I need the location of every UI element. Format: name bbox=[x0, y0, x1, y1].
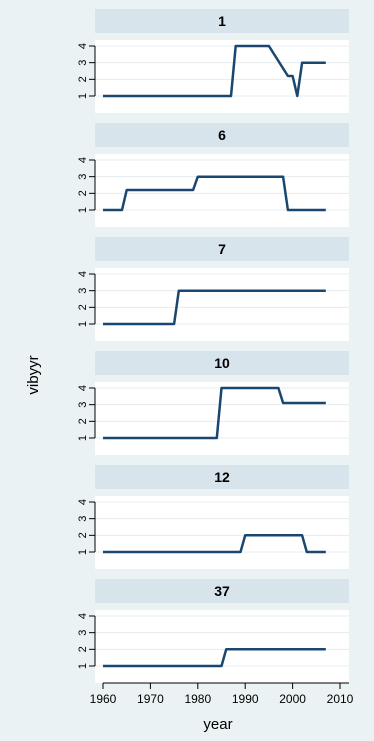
y-tick-label: 1 bbox=[77, 207, 89, 213]
y-tick-label: 4 bbox=[77, 385, 89, 391]
panel-title: 7 bbox=[218, 241, 226, 257]
y-tick-label: 3 bbox=[77, 288, 89, 294]
panel-header bbox=[95, 9, 349, 33]
panel-title: 37 bbox=[214, 583, 230, 599]
panel-37: 37 1 2 3 4 bbox=[77, 579, 349, 683]
panel-header bbox=[95, 351, 349, 375]
y-tick-label: 2 bbox=[77, 304, 89, 310]
series-line bbox=[103, 648, 326, 668]
x-axis: 1960 1970 1980 1990 2000 2010 bbox=[90, 682, 354, 706]
y-tick-label: 4 bbox=[77, 43, 89, 49]
x-tick-label: 2010 bbox=[327, 692, 354, 706]
x-tick-label: 1980 bbox=[184, 692, 211, 706]
panel-header bbox=[95, 123, 349, 147]
panel-10: 10 1 2 3 4 bbox=[77, 351, 349, 455]
series-line bbox=[103, 175, 326, 212]
y-tick-label: 1 bbox=[77, 663, 89, 669]
y-tick-label: 3 bbox=[77, 60, 89, 66]
panel-7: 7 1 2 3 4 bbox=[77, 237, 349, 341]
x-axis-label: year bbox=[203, 716, 232, 733]
panel-header bbox=[95, 237, 349, 261]
y-tick-label: 1 bbox=[77, 435, 89, 441]
y-tick-label: 4 bbox=[77, 271, 89, 277]
panel-title: 1 bbox=[218, 13, 226, 29]
y-tick-label: 3 bbox=[77, 516, 89, 522]
plot-area bbox=[95, 268, 349, 341]
x-tick-label: 2000 bbox=[279, 692, 306, 706]
panel-6: 6 1 2 3 4 bbox=[77, 123, 349, 227]
panel-title: 10 bbox=[214, 355, 230, 371]
panel-header bbox=[95, 465, 349, 489]
series-line bbox=[103, 534, 326, 554]
x-tick-label: 1990 bbox=[232, 692, 259, 706]
y-tick-label: 3 bbox=[77, 630, 89, 636]
panel-title: 6 bbox=[218, 127, 226, 143]
y-tick-label: 4 bbox=[77, 157, 89, 163]
y-tick-label: 2 bbox=[77, 532, 89, 538]
x-tick-label: 1970 bbox=[137, 692, 164, 706]
y-tick-label: 1 bbox=[77, 321, 89, 327]
y-tick-label: 2 bbox=[77, 646, 89, 652]
x-tick-label: 1960 bbox=[90, 692, 117, 706]
y-tick-label: 4 bbox=[77, 499, 89, 505]
series-line bbox=[103, 386, 326, 440]
plot-area bbox=[95, 40, 349, 113]
y-axis-label: vibyyr bbox=[25, 355, 42, 394]
y-tick-label: 1 bbox=[77, 549, 89, 555]
y-tick-label: 2 bbox=[77, 76, 89, 82]
y-tick-label: 2 bbox=[77, 418, 89, 424]
series-line bbox=[103, 44, 326, 98]
y-tick-label: 3 bbox=[77, 174, 89, 180]
series-line bbox=[103, 289, 326, 326]
plot-area bbox=[95, 496, 349, 569]
panel-header bbox=[95, 579, 349, 603]
y-tick-label: 3 bbox=[77, 402, 89, 408]
panel-title: 12 bbox=[214, 469, 230, 485]
y-tick-label: 1 bbox=[77, 93, 89, 99]
plot-area bbox=[95, 610, 349, 683]
panel-1: 1 1 2 3 4 bbox=[77, 9, 349, 113]
y-tick-label: 4 bbox=[77, 613, 89, 619]
y-tick-label: 2 bbox=[77, 190, 89, 196]
